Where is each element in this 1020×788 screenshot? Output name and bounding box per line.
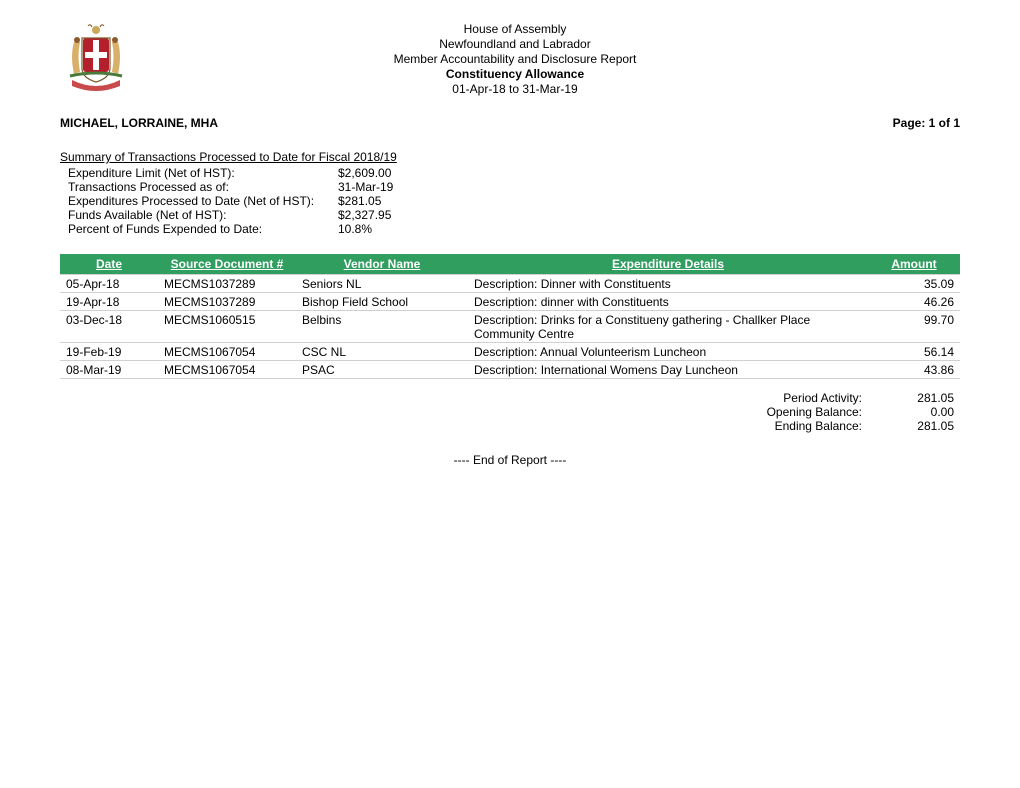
table-row: 05-Apr-18MECMS1037289Seniors NLDescripti… [60, 275, 960, 293]
cell-details: Description: Dinner with Constituents [468, 275, 868, 293]
cell-date: 03-Dec-18 [60, 311, 158, 343]
cell-vendor: Seniors NL [296, 275, 468, 293]
cell-details: Description: Annual Volunteerism Luncheo… [468, 343, 868, 361]
cell-details: Description: International Womens Day Lu… [468, 361, 868, 379]
summary-line: Percent of Funds Expended to Date:10.8% [60, 222, 960, 236]
summary-line-label: Expenditures Processed to Date (Net of H… [60, 194, 338, 208]
summary-line-label: Funds Available (Net of HST): [60, 208, 338, 222]
cell-amount: 43.86 [868, 361, 960, 379]
ending-balance-line: Ending Balance: 281.05 [60, 419, 960, 433]
summary-line-label: Expenditure Limit (Net of HST): [60, 166, 338, 180]
cell-vendor: Belbins [296, 311, 468, 343]
transactions-table: Date Source Document # Vendor Name Expen… [60, 254, 960, 379]
opening-balance-line: Opening Balance: 0.00 [60, 405, 960, 419]
header-line-4: Constituency Allowance [142, 67, 888, 82]
cell-source: MECMS1037289 [158, 293, 296, 311]
report-page: House of Assembly Newfoundland and Labra… [0, 0, 1020, 467]
cell-vendor: Bishop Field School [296, 293, 468, 311]
col-vendor: Vendor Name [296, 254, 468, 275]
header-line-1: House of Assembly [142, 22, 888, 37]
period-activity-value: 281.05 [874, 391, 960, 405]
table-header-row: Date Source Document # Vendor Name Expen… [60, 254, 960, 275]
header-text: House of Assembly Newfoundland and Labra… [142, 20, 888, 97]
opening-balance-value: 0.00 [874, 405, 960, 419]
member-row: MICHAEL, LORRAINE, MHA Page: 1 of 1 [60, 116, 960, 130]
header-line-3: Member Accountability and Disclosure Rep… [142, 52, 888, 67]
end-of-report: ---- End of Report ---- [60, 453, 960, 467]
summary-line-value: 10.8% [338, 222, 372, 236]
ending-balance-label: Ending Balance: [775, 419, 874, 433]
summary-line-label: Transactions Processed as of: [60, 180, 338, 194]
cell-amount: 35.09 [868, 275, 960, 293]
header-line-2: Newfoundland and Labrador [142, 37, 888, 52]
ending-balance-value: 281.05 [874, 419, 960, 433]
header-line-5: 01-Apr-18 to 31-Mar-19 [142, 82, 888, 97]
summary-line-value: $281.05 [338, 194, 381, 208]
cell-date: 19-Apr-18 [60, 293, 158, 311]
summary-line: Expenditure Limit (Net of HST):$2,609.00 [60, 166, 960, 180]
member-name: MICHAEL, LORRAINE, MHA [60, 116, 218, 130]
summary-title: Summary of Transactions Processed to Dat… [60, 150, 960, 164]
summary-line-label: Percent of Funds Expended to Date: [60, 222, 338, 236]
header-row: House of Assembly Newfoundland and Labra… [60, 20, 960, 98]
cell-details: Description: dinner with Constituents [468, 293, 868, 311]
table-row: 08-Mar-19MECMS1067054PSACDescription: In… [60, 361, 960, 379]
col-amount: Amount [868, 254, 960, 275]
summary-line: Transactions Processed as of:31-Mar-19 [60, 180, 960, 194]
cell-amount: 56.14 [868, 343, 960, 361]
totals-block: Period Activity: 281.05 Opening Balance:… [60, 391, 960, 433]
cell-source: MECMS1060515 [158, 311, 296, 343]
summary-line-value: $2,327.95 [338, 208, 391, 222]
cell-details: Description: Drinks for a Constitueny ga… [468, 311, 868, 343]
summary-line: Funds Available (Net of HST):$2,327.95 [60, 208, 960, 222]
opening-balance-label: Opening Balance: [767, 405, 874, 419]
table-row: 19-Feb-19MECMS1067054CSC NLDescription: … [60, 343, 960, 361]
cell-amount: 99.70 [868, 311, 960, 343]
cell-vendor: CSC NL [296, 343, 468, 361]
cell-date: 19-Feb-19 [60, 343, 158, 361]
col-date: Date [60, 254, 158, 275]
table-row: 19-Apr-18MECMS1037289Bishop Field School… [60, 293, 960, 311]
coat-of-arms-icon [60, 20, 132, 98]
table-row: 03-Dec-18MECMS1060515BelbinsDescription:… [60, 311, 960, 343]
summary-line: Expenditures Processed to Date (Net of H… [60, 194, 960, 208]
summary-line-value: $2,609.00 [338, 166, 391, 180]
summary-line-value: 31-Mar-19 [338, 180, 393, 194]
period-activity-label: Period Activity: [783, 391, 874, 405]
cell-source: MECMS1067054 [158, 343, 296, 361]
col-source: Source Document # [158, 254, 296, 275]
period-activity-line: Period Activity: 281.05 [60, 391, 960, 405]
cell-date: 08-Mar-19 [60, 361, 158, 379]
cell-date: 05-Apr-18 [60, 275, 158, 293]
col-details: Expenditure Details [468, 254, 868, 275]
cell-vendor: PSAC [296, 361, 468, 379]
cell-source: MECMS1037289 [158, 275, 296, 293]
summary-block: Summary of Transactions Processed to Dat… [60, 150, 960, 236]
cell-amount: 46.26 [868, 293, 960, 311]
page-number: Page: 1 of 1 [893, 116, 960, 130]
cell-source: MECMS1067054 [158, 361, 296, 379]
